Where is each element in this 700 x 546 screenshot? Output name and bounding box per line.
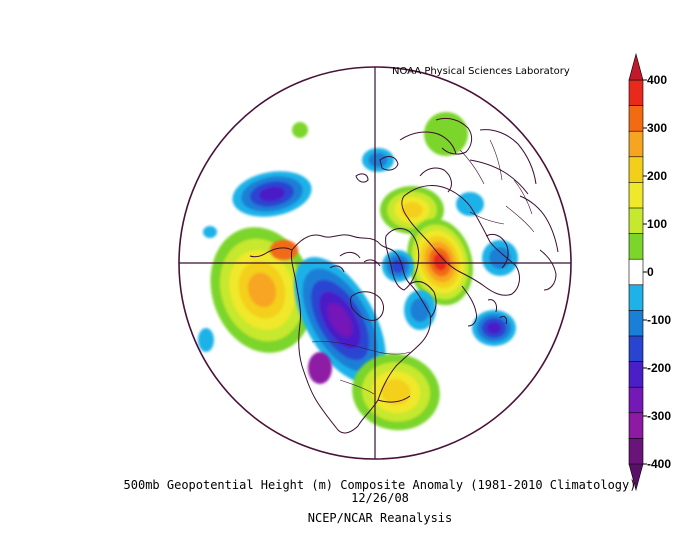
title-line-2: 12/26/08 <box>351 491 409 505</box>
anomaly-contour--60 <box>198 328 214 352</box>
coast-india <box>539 249 557 291</box>
title-line-1: 500mb Geopotential Height (m) Composite … <box>123 478 637 492</box>
colorbar-tick-label: 400 <box>647 73 667 87</box>
anomaly-contour-210 <box>401 202 423 218</box>
colorbar-arrow-bottom <box>628 463 644 492</box>
anomaly-pacific-west-low <box>198 328 214 352</box>
colorbar-arrow-top <box>628 52 644 81</box>
colorbar-bin--350-to--300 <box>628 412 644 439</box>
coast-europe-south <box>479 129 537 185</box>
anomaly-baffin-low <box>382 250 414 282</box>
coastlines <box>249 117 559 434</box>
anomaly-contour--260 <box>327 302 353 338</box>
anomaly-contour--110 <box>368 152 388 168</box>
coast-alaska <box>249 247 293 258</box>
colorbar-bin-200-to-250 <box>628 156 644 184</box>
anomaly-contour--60 <box>456 192 484 216</box>
colorbar-bin--400-to--350 <box>628 438 644 465</box>
credit-label: NOAA Physical Sciences Laboratory <box>392 66 570 77</box>
border-mexico <box>339 379 375 395</box>
coast-scandinavia <box>419 167 452 193</box>
coast-north-america <box>291 234 431 434</box>
anomaly-contour--210 <box>258 186 286 202</box>
anomaly-contour-310 <box>270 240 298 260</box>
colorbar-bin--200-to--150 <box>628 335 644 363</box>
anomaly-contour-210 <box>381 379 411 405</box>
anomaly-east-us-ridge <box>352 353 440 431</box>
anomaly-west-na-trough <box>294 257 386 383</box>
coast-eurasia <box>401 185 520 296</box>
colorbar-tick-label: 0 <box>647 265 654 279</box>
coast-arctic-islands <box>329 251 381 273</box>
colorbar: 400 300 200 100 0 -100 -200 -300 -400 <box>628 52 671 492</box>
coast-gulf <box>377 395 411 403</box>
anomaly-contour--310 <box>308 352 332 384</box>
colorbar-bin--100-to--50 <box>628 284 644 311</box>
coast-uk <box>379 156 399 171</box>
anomaly-contour--110 <box>410 298 430 322</box>
colorbar-tick-label: -100 <box>647 313 671 327</box>
anomaly-contour--210 <box>486 322 502 334</box>
colorbar-bin-50-to-100 <box>628 233 644 260</box>
border-europe-a <box>459 149 485 185</box>
anomaly-mideast-low <box>456 192 484 216</box>
colorbar-bin--250-to--200 <box>628 361 644 388</box>
border-russia <box>469 211 505 225</box>
anomaly-asia-low-b <box>472 310 516 346</box>
anomaly-pacific-small-low <box>203 226 217 238</box>
coast-east-asia <box>485 233 509 269</box>
anomaly-aleutian-low <box>232 171 312 217</box>
coast-labrador <box>409 281 437 319</box>
coast-hudson-bay <box>350 291 384 321</box>
colorbar-bin--300-to--250 <box>628 386 644 414</box>
coast-japan <box>487 299 507 325</box>
colorbar-tick-label: 100 <box>647 217 667 231</box>
colorbar-bin-300-to-350 <box>628 105 644 132</box>
coast-greenland <box>385 228 420 291</box>
anomaly-contour-60 <box>424 112 468 156</box>
colorbar-tick-label: -400 <box>647 457 671 471</box>
coast-africa <box>399 131 457 155</box>
coast-middle-east <box>519 195 559 253</box>
colorbar-bin-150-to-200 <box>628 182 644 209</box>
anomaly-pacific-ridge-core <box>270 240 298 260</box>
anomaly-contour-360 <box>433 253 447 271</box>
coast-mediterranean <box>469 159 529 195</box>
anomaly-siberia-high <box>407 218 473 306</box>
anomaly-fields <box>198 112 518 431</box>
anomaly-west-na-trough-core <box>308 352 332 384</box>
colorbar-bin-100-to-150 <box>628 207 644 235</box>
hemisphere-boundary <box>178 66 572 460</box>
title-line-3: NCEP/NCAR Reanalysis <box>307 511 453 525</box>
border-asia-b <box>513 179 533 215</box>
coast-kamchatka <box>461 285 477 327</box>
anomaly-contour--60 <box>203 226 217 238</box>
colorbar-bin--50-to-50 <box>628 258 644 286</box>
colorbar-bin-350-to-400 <box>628 79 644 107</box>
colorbar-tick-label: 200 <box>647 169 667 183</box>
border-europe-b <box>489 139 503 181</box>
borders <box>311 139 535 395</box>
border-asia-a <box>505 205 535 233</box>
colorbar-bin--150-to--100 <box>628 310 644 337</box>
colorbar-bin-250-to-300 <box>628 130 644 158</box>
colorbar-tick-label: -300 <box>647 409 671 423</box>
anomaly-greenland-low <box>292 122 308 138</box>
anomaly-scandinavia-high <box>424 112 468 156</box>
coast-europe-north <box>435 117 473 155</box>
anomaly-europe-low <box>362 148 394 172</box>
anomaly-contour-260 <box>247 272 277 308</box>
border-us-canada <box>311 341 411 355</box>
colorbar-tick-label: -200 <box>647 361 671 375</box>
anomaly-atlantic-low <box>404 290 436 330</box>
anomaly-contour-60 <box>292 122 308 138</box>
anomaly-asia-low-a <box>482 240 518 276</box>
coast-iceland <box>355 173 369 183</box>
colorbar-tick-label: 300 <box>647 121 667 135</box>
